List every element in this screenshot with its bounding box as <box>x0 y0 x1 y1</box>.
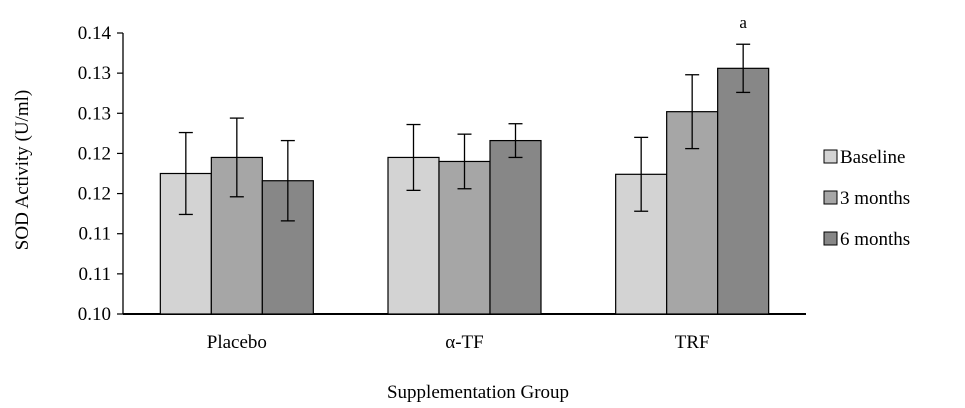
x-tick-label: TRF <box>675 332 710 353</box>
y-axis-title: SOD Activity (U/ml) <box>12 90 33 250</box>
legend-swatch <box>823 231 838 246</box>
bar <box>489 139 542 315</box>
bars <box>159 43 770 315</box>
bar <box>261 180 314 315</box>
x-tick-label: α-TF <box>445 332 483 353</box>
bar <box>717 67 770 315</box>
significance-annotation: a <box>739 13 747 32</box>
legend-swatch <box>823 190 838 205</box>
legend-swatch <box>823 149 838 164</box>
y-tick-label: 0.14 <box>78 23 112 44</box>
y-tick-label: 0.11 <box>78 224 111 245</box>
y-tick-label: 0.12 <box>78 184 111 205</box>
y-tick-label: 0.10 <box>78 304 111 325</box>
x-axis-title: Supplementation Group <box>387 382 569 403</box>
y-tick-label: 0.13 <box>78 63 111 84</box>
x-tick-label: Placebo <box>207 332 267 353</box>
y-tick-label: 0.13 <box>78 103 111 124</box>
legend-item[interactable]: 6 months <box>823 229 910 250</box>
legend-item[interactable]: Baseline <box>823 147 905 168</box>
y-tick-label: 0.11 <box>78 264 111 285</box>
y-tick-label: 0.12 <box>78 143 111 164</box>
legend[interactable]: Baseline 3 months 6 months <box>823 147 910 250</box>
bar <box>210 156 263 315</box>
legend-label: 3 months <box>840 188 910 209</box>
legend-item[interactable]: 3 months <box>823 188 910 209</box>
legend-label: Baseline <box>840 147 905 168</box>
tick-labels: 0.10 0.11 0.11 0.12 0.12 0.13 0.13 0.14 Placebo α… <box>78 13 748 353</box>
legend-label: 6 months <box>840 229 910 250</box>
